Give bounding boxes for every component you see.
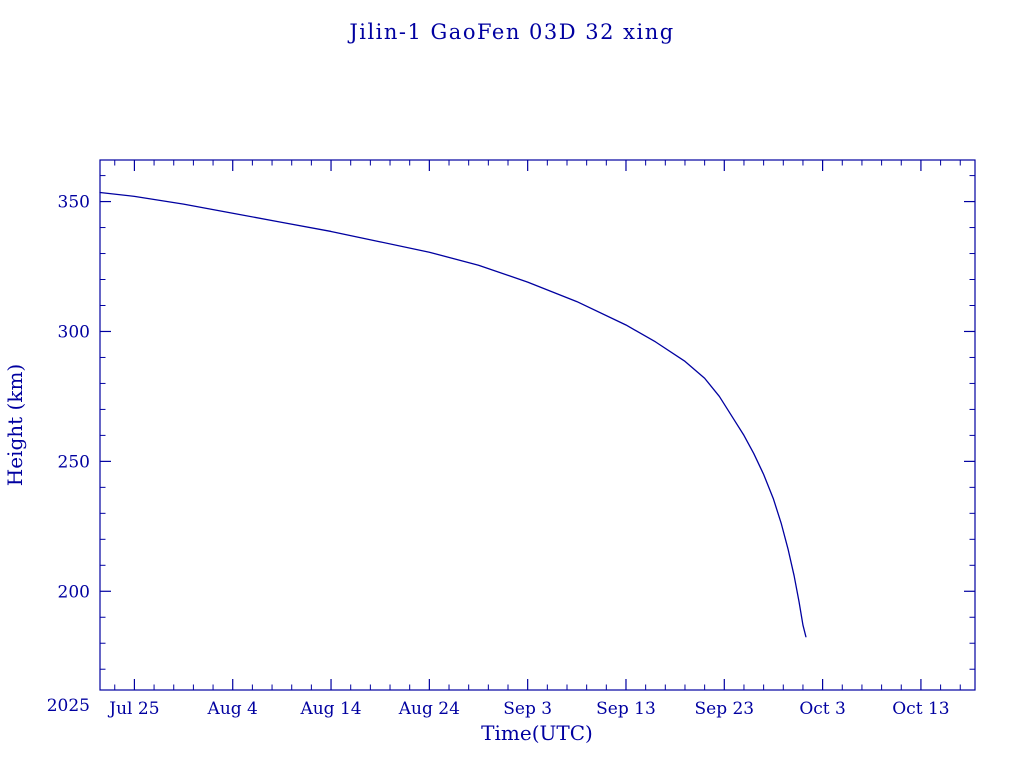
y-tick-label: 300 [58, 322, 90, 342]
x-tick-label: Sep 23 [694, 699, 754, 719]
y-tick-label: 350 [58, 193, 90, 213]
height-curve [99, 191, 807, 638]
chart-title: Jilin-1 GaoFen 03D 32 xing [347, 20, 674, 44]
x-axis-year-label: 2025 [47, 696, 90, 716]
y-axis-label: Height (km) [3, 364, 27, 486]
plot-frame [99, 159, 976, 691]
y-tick-label: 250 [58, 452, 90, 472]
x-tick-label: Aug 4 [207, 699, 258, 719]
x-tick-label: Aug 24 [398, 699, 460, 719]
x-tick-label: Oct 3 [799, 699, 846, 719]
x-tick-label: Jul 25 [107, 699, 159, 719]
x-axis-label: Time(UTC) [481, 721, 593, 745]
x-tick-label: Aug 14 [299, 699, 361, 719]
x-tick-label: Sep 3 [503, 699, 552, 719]
x-tick-label: Sep 13 [596, 699, 656, 719]
x-tick-label: Oct 13 [892, 699, 949, 719]
y-tick-label: 200 [58, 582, 90, 602]
plot-area: Jul 25 Aug 4 Aug 14 Aug 24 Sep 3 Sep 13 Sep 23… [58, 159, 976, 719]
